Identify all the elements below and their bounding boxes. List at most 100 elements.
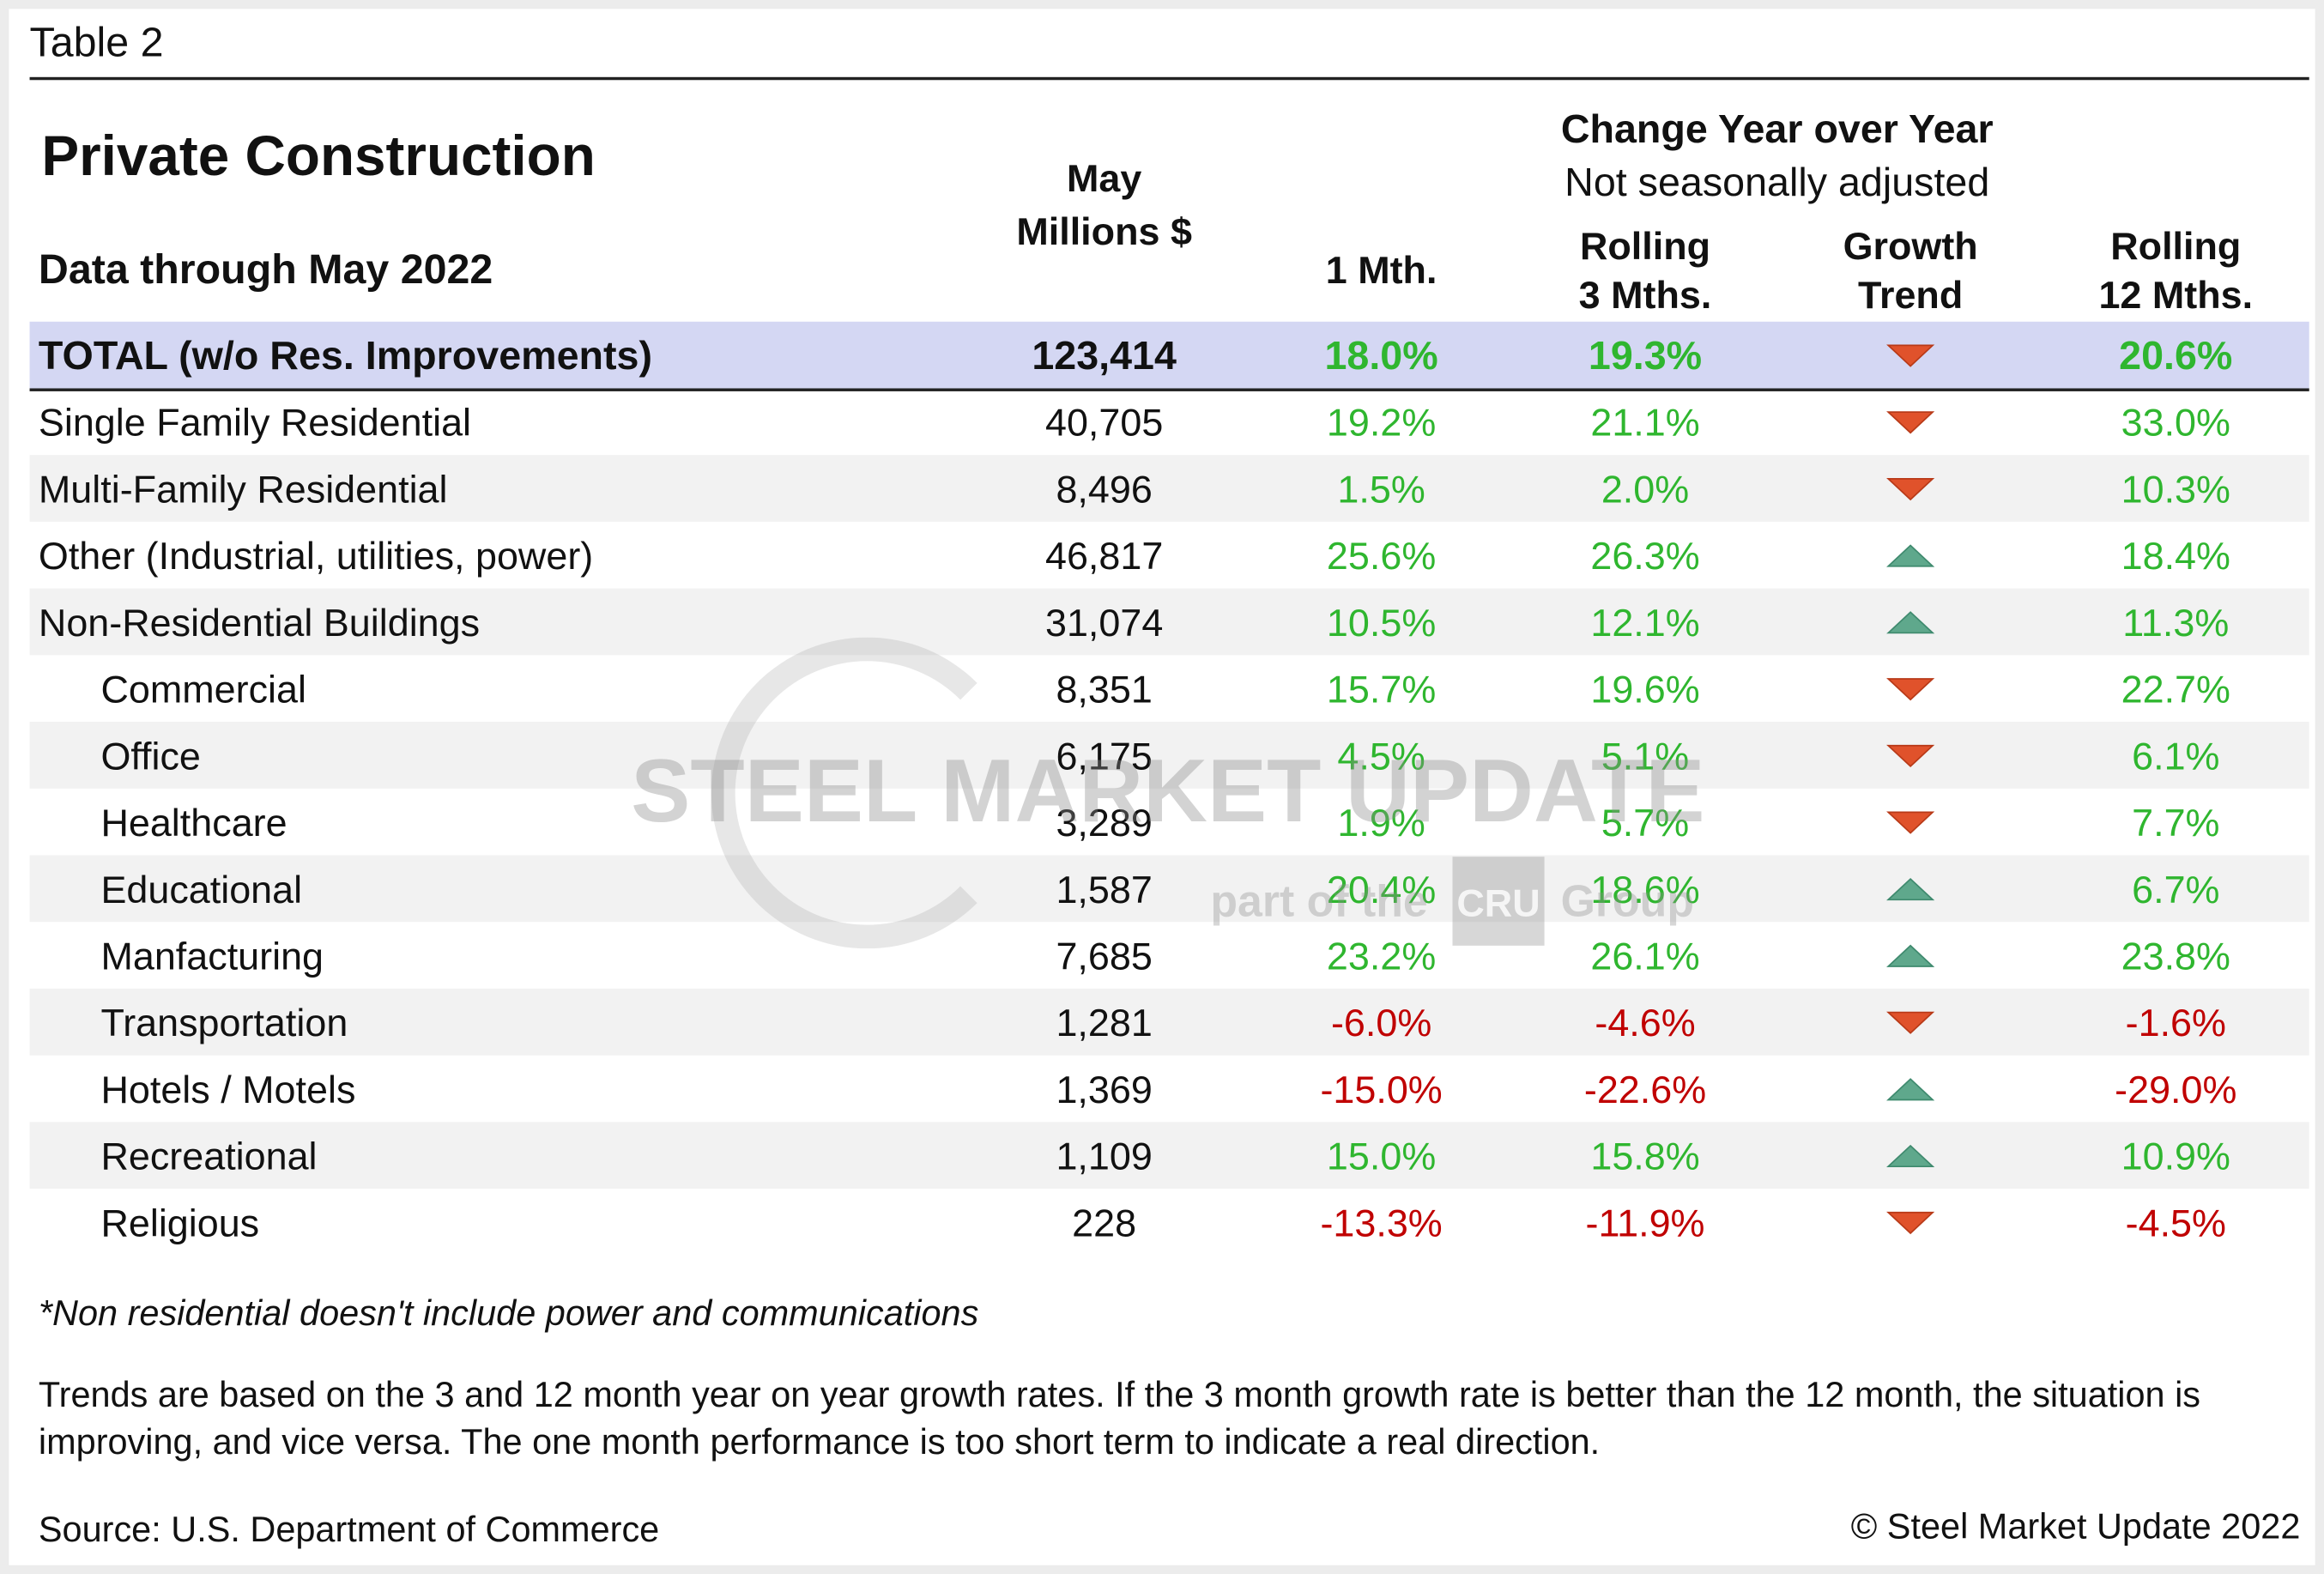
percent-cell: 15.8% bbox=[1590, 1134, 1700, 1178]
percent-cell: -1.6% bbox=[2125, 1000, 2226, 1045]
percent-cell: 5.7% bbox=[1601, 800, 1690, 845]
value-cell: 1,369 bbox=[1056, 1067, 1153, 1112]
row-band bbox=[29, 1122, 2309, 1190]
percent-cell: 2.0% bbox=[1601, 467, 1690, 512]
percent-cell: 20.4% bbox=[1326, 867, 1437, 912]
value-cell: 31,074 bbox=[1044, 600, 1164, 645]
row-label: Commercial bbox=[100, 667, 306, 711]
row-label: Other (Industrial, utilities, power) bbox=[38, 533, 594, 578]
trend-arrow-down bbox=[1886, 477, 1935, 501]
value-cell: 1,281 bbox=[1056, 1000, 1153, 1045]
percent-cell: -13.3% bbox=[1320, 1200, 1443, 1245]
value-cell: 7,685 bbox=[1056, 934, 1153, 978]
explanation: Trends are based on the 3 and 12 month y… bbox=[38, 1375, 2201, 1463]
row-label: Transportation bbox=[100, 1000, 348, 1045]
value-cell: 6,175 bbox=[1056, 733, 1153, 778]
value-cell: 228 bbox=[1072, 1200, 1137, 1245]
trend-arrow-down bbox=[1886, 344, 1935, 367]
percent-cell: 18.6% bbox=[1590, 867, 1700, 912]
column-header: Rolling bbox=[1579, 223, 1711, 269]
percent-cell: 26.1% bbox=[1590, 934, 1700, 978]
column-header: 1 Mth. bbox=[1325, 247, 1437, 293]
watermark-tagline: part of the bbox=[1210, 877, 1428, 927]
row-band bbox=[29, 455, 2309, 522]
column-header: May bbox=[1066, 155, 1142, 201]
percent-cell: 10.5% bbox=[1326, 600, 1437, 645]
percent-cell: 12.1% bbox=[1590, 600, 1700, 645]
row-label: Educational bbox=[100, 867, 303, 912]
percent-cell: -11.9% bbox=[1585, 1200, 1705, 1245]
group-subheader: Not seasonally adjusted bbox=[1564, 159, 1990, 204]
percent-cell: 5.1% bbox=[1601, 733, 1690, 778]
percent-cell: 1.5% bbox=[1337, 467, 1425, 512]
column-header: 12 Mths. bbox=[2098, 272, 2254, 318]
row-band bbox=[29, 855, 2309, 923]
value-cell: 8,351 bbox=[1056, 667, 1153, 711]
value-cell: 46,817 bbox=[1044, 533, 1164, 578]
table-title: Private Construction bbox=[41, 125, 596, 189]
trend-arrow-up bbox=[1886, 544, 1935, 567]
row-label: Healthcare bbox=[100, 800, 287, 845]
row-band bbox=[29, 722, 2309, 789]
trend-arrow-down bbox=[1886, 811, 1935, 834]
percent-cell: 26.3% bbox=[1590, 533, 1700, 578]
value-cell: 3,289 bbox=[1056, 800, 1153, 845]
percent-cell: -29.0% bbox=[2115, 1067, 2237, 1112]
percent-cell: -15.0% bbox=[1320, 1067, 1443, 1112]
percent-cell: 1.9% bbox=[1337, 800, 1425, 845]
percent-cell: -22.6% bbox=[1583, 1067, 1707, 1112]
percent-cell: 23.8% bbox=[2121, 934, 2230, 978]
trend-arrow-up bbox=[1886, 1078, 1935, 1101]
row-label: Hotels / Motels bbox=[100, 1067, 356, 1112]
percent-cell: -4.6% bbox=[1595, 1000, 1696, 1045]
percent-cell: 22.7% bbox=[2121, 667, 2230, 711]
column-header: Growth bbox=[1843, 223, 1978, 269]
percent-cell: 11.3% bbox=[2122, 600, 2230, 645]
percent-cell: 7.7% bbox=[2132, 800, 2220, 845]
watermark-tagline: Group bbox=[1560, 877, 1695, 927]
value-cell: 123,414 bbox=[1032, 332, 1177, 378]
trend-arrow-up bbox=[1886, 877, 1935, 901]
row-label: Office bbox=[100, 733, 201, 778]
value-cell: 40,705 bbox=[1044, 400, 1164, 445]
percent-cell: 15.0% bbox=[1326, 1134, 1437, 1178]
trend-arrow-down bbox=[1886, 1211, 1935, 1235]
percent-cell: 20.6% bbox=[2119, 332, 2233, 378]
watermark-brand: STEEL MARKET UPDATE bbox=[631, 741, 1705, 841]
percent-cell: 23.2% bbox=[1326, 934, 1437, 978]
percent-cell: 21.1% bbox=[1590, 400, 1700, 445]
group-header: Change Year over Year bbox=[1560, 106, 1994, 151]
watermark-tagline: CRU bbox=[1456, 880, 1540, 925]
column-header: Millions $ bbox=[1016, 209, 1192, 254]
percent-cell: 15.7% bbox=[1326, 667, 1437, 711]
percent-cell: 33.0% bbox=[2121, 400, 2230, 445]
percent-cell: 19.2% bbox=[1326, 400, 1437, 445]
percent-cell: 10.3% bbox=[2121, 467, 2230, 512]
column-header: 3 Mths. bbox=[1578, 272, 1712, 318]
total-label: TOTAL (w/o Res. Improvements) bbox=[38, 332, 653, 378]
value-cell: 1,109 bbox=[1056, 1134, 1153, 1178]
row-label: Non-Residential Buildings bbox=[38, 600, 481, 645]
percent-cell: 18.0% bbox=[1324, 332, 1438, 378]
table-subtitle: Data through May 2022 bbox=[38, 245, 493, 293]
copyright: © Steel Market Update 2022 bbox=[1850, 1507, 2301, 1548]
trend-arrow-down bbox=[1886, 744, 1935, 768]
row-band bbox=[29, 988, 2309, 1056]
trend-arrow-down bbox=[1886, 411, 1935, 434]
percent-cell: -6.0% bbox=[1330, 1000, 1432, 1045]
watermark-logo bbox=[1452, 857, 1545, 946]
column-header: Rolling bbox=[2110, 223, 2242, 269]
value-cell: 8,496 bbox=[1056, 467, 1153, 512]
trend-arrow-up bbox=[1886, 611, 1935, 634]
value-cell: 1,587 bbox=[1056, 867, 1153, 912]
percent-cell: 10.9% bbox=[2121, 1134, 2230, 1178]
percent-cell: 4.5% bbox=[1337, 733, 1425, 778]
percent-cell: 19.3% bbox=[1588, 332, 1703, 378]
row-label: Multi-Family Residential bbox=[38, 467, 448, 512]
trend-arrow-down bbox=[1886, 678, 1935, 701]
row-label: Manfacturing bbox=[100, 934, 324, 978]
percent-cell: -4.5% bbox=[2125, 1200, 2226, 1245]
total-rule bbox=[29, 388, 2309, 391]
percent-cell: 6.7% bbox=[2132, 867, 2220, 912]
